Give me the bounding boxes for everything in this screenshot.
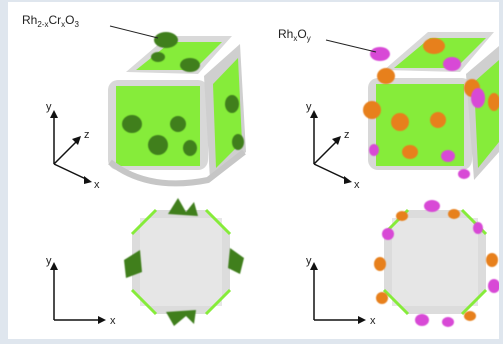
cocatalyst-particle xyxy=(424,200,440,212)
cube-top-green-facet xyxy=(136,42,222,70)
cocatalyst-particle xyxy=(423,38,445,54)
cocatalyst-particle xyxy=(369,144,379,156)
green-facet-edge xyxy=(460,288,488,316)
cocatalyst-particle xyxy=(464,311,476,321)
cocatalyst-particle xyxy=(382,228,394,240)
cocatalyst-particle xyxy=(391,113,409,131)
cocatalyst-particle xyxy=(448,209,460,219)
green-facet-edge xyxy=(204,208,232,236)
rh2xcrxo3-label: Rh2-xCrxO3 xyxy=(22,13,79,29)
cocatalyst-particle xyxy=(363,101,381,119)
cocatalyst-particle xyxy=(415,314,429,326)
axis-label-y: y xyxy=(306,101,312,113)
figure-panel: Rh2-xCrxO3 y z x xyxy=(8,2,500,339)
cross-section-core xyxy=(140,218,222,306)
right-bottom-cross-section xyxy=(374,200,500,327)
y-arrow xyxy=(50,110,58,118)
x-arrow xyxy=(84,176,92,184)
cocatalyst-particle xyxy=(180,58,200,72)
y-arrow xyxy=(50,262,58,270)
left-bottom-cross-section xyxy=(124,198,244,326)
cocatalyst-particle xyxy=(488,279,500,293)
x-axis xyxy=(53,163,89,181)
axis-label-x: x xyxy=(94,179,100,191)
cube-bottom-edge xyxy=(108,149,246,187)
cocatalyst-particle xyxy=(170,116,186,132)
left-top-axes xyxy=(50,110,92,184)
z-axis xyxy=(313,139,339,165)
cocatalyst-particle xyxy=(471,88,485,108)
cocatalyst-particle xyxy=(228,248,244,274)
z-arrow xyxy=(72,136,81,145)
left-top-cube xyxy=(108,32,246,187)
cocatalyst-particle xyxy=(402,145,418,159)
axis-label-y: y xyxy=(46,255,52,267)
cocatalyst-particle xyxy=(473,222,483,234)
cocatalyst-particle xyxy=(488,93,500,111)
cocatalyst-particle xyxy=(151,52,165,62)
right-top-axes xyxy=(310,110,352,184)
cocatalyst-particle xyxy=(441,150,455,162)
axis-label-y: y xyxy=(46,101,52,113)
cocatalyst-particle xyxy=(148,135,168,155)
cocatalyst-particle xyxy=(377,68,395,84)
left-label-pointer xyxy=(109,25,159,39)
cocatalyst-particle xyxy=(376,292,388,304)
cocatalyst-particle xyxy=(443,57,461,71)
axis-label-z: z xyxy=(84,129,90,141)
right-label-pointer xyxy=(325,39,377,53)
cocatalyst-particle xyxy=(370,47,390,61)
green-facet-edge xyxy=(130,208,158,236)
cocatalyst-particle xyxy=(225,95,239,113)
cocatalyst-particle xyxy=(232,134,244,150)
x-arrow xyxy=(344,176,352,184)
cocatalyst-particle xyxy=(154,32,178,48)
cocatalyst-particle xyxy=(168,198,198,216)
left-bottom-axes xyxy=(50,262,106,324)
right-bottom-axes xyxy=(310,262,366,324)
cube-side-green-facet xyxy=(474,60,499,168)
axis-label-x: x xyxy=(110,315,116,327)
cocatalyst-particle xyxy=(396,211,408,221)
cocatalyst-particle xyxy=(183,140,197,156)
cocatalyst-particle xyxy=(486,253,498,267)
z-arrow xyxy=(332,136,341,145)
x-axis xyxy=(313,163,349,181)
cross-section-core xyxy=(392,218,478,306)
green-facet-edge xyxy=(130,288,158,316)
cocatalyst-particle xyxy=(374,257,386,271)
green-facet-edge xyxy=(204,288,232,316)
cube-diagram: Rh2-xCrxO3 y z x xyxy=(22,13,500,327)
axis-label-x: x xyxy=(354,179,360,191)
left-top-label: Rh2-xCrxO3 xyxy=(22,13,159,39)
y-arrow xyxy=(310,110,318,118)
green-facet-edge xyxy=(382,288,410,316)
cocatalyst-particle xyxy=(458,169,470,179)
right-top-label: RhxOy xyxy=(278,27,377,53)
rhxoy-label: RhxOy xyxy=(278,27,311,43)
y-arrow xyxy=(310,262,318,270)
axis-label-x: x xyxy=(370,315,376,327)
cocatalyst-particle xyxy=(122,115,142,133)
cube-top-green-facet xyxy=(394,38,486,68)
x-arrow xyxy=(98,316,106,324)
cocatalyst-particle xyxy=(124,250,142,278)
cocatalyst-particle xyxy=(430,112,446,128)
z-axis xyxy=(53,139,79,165)
x-arrow xyxy=(358,316,366,324)
axis-label-y: y xyxy=(306,255,312,267)
cocatalyst-particle xyxy=(166,310,196,326)
axis-label-z: z xyxy=(344,129,350,141)
cocatalyst-particle xyxy=(442,317,454,327)
right-top-cube xyxy=(363,32,500,180)
